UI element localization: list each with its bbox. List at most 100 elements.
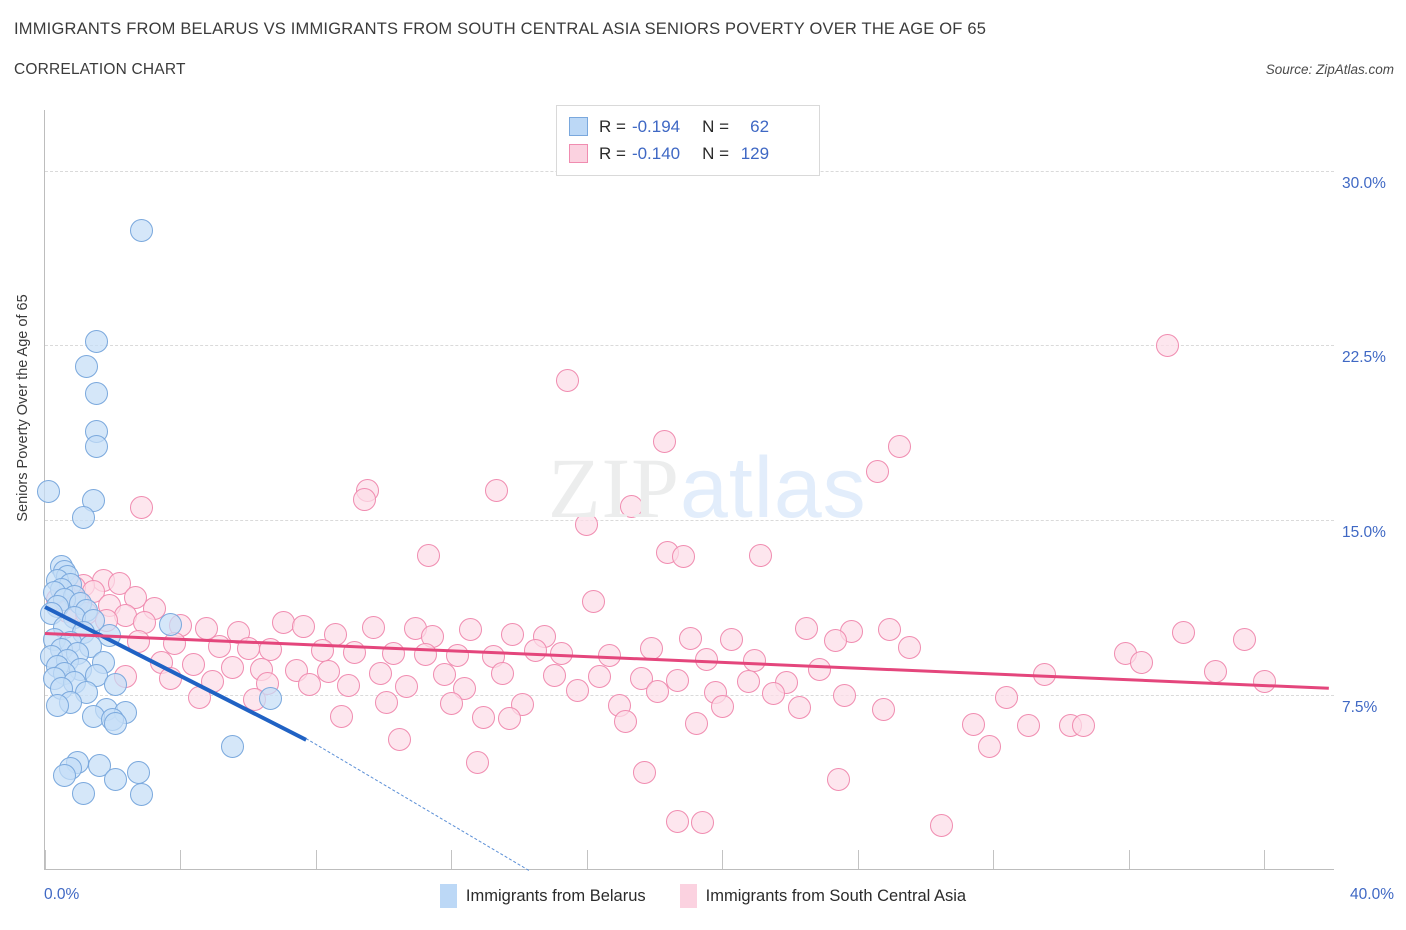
scatter-point[interactable] <box>88 753 112 777</box>
scatter-point[interactable] <box>762 682 786 706</box>
scatter-point[interactable] <box>878 618 902 642</box>
scatter-point[interactable] <box>736 669 760 693</box>
scatter-point[interactable] <box>710 695 734 719</box>
scatter-point[interactable] <box>446 644 470 668</box>
scatter-point[interactable] <box>459 618 483 642</box>
scatter-point[interactable] <box>491 661 515 685</box>
scatter-point[interactable] <box>743 648 766 672</box>
scatter-point[interactable] <box>317 660 341 684</box>
scatter-point[interactable] <box>46 694 70 718</box>
scatter-point[interactable] <box>788 696 812 720</box>
scatter-point[interactable] <box>1033 662 1057 686</box>
scatter-point[interactable] <box>394 675 418 699</box>
legend-item-belarus[interactable]: Immigrants from Belarus <box>439 884 646 908</box>
scatter-point[interactable] <box>994 685 1018 709</box>
scatter-point[interactable] <box>485 478 508 502</box>
scatter-point[interactable] <box>555 368 579 392</box>
scatter-point[interactable] <box>678 626 702 650</box>
scatter-point[interactable] <box>794 617 818 641</box>
scatter-point[interactable] <box>85 330 109 354</box>
scatter-point[interactable] <box>75 354 99 378</box>
scatter-point[interactable] <box>181 653 205 677</box>
scatter-point[interactable] <box>694 647 718 671</box>
scatter-point[interactable] <box>1204 660 1228 684</box>
scatter-point[interactable] <box>865 459 889 483</box>
scatter-point[interactable] <box>72 781 96 805</box>
scatter-point[interactable] <box>194 617 218 641</box>
scatter-point[interactable] <box>1130 651 1153 674</box>
scatter-point[interactable] <box>439 691 463 715</box>
scatter-point[interactable] <box>620 494 644 518</box>
scatter-point[interactable] <box>130 782 154 806</box>
scatter-point[interactable] <box>388 727 412 751</box>
scatter-point[interactable] <box>220 655 244 679</box>
scatter-point[interactable] <box>1233 627 1257 651</box>
scatter-point[interactable] <box>930 814 954 838</box>
scatter-point[interactable] <box>381 641 405 665</box>
scatter-point[interactable] <box>352 487 376 511</box>
scatter-point[interactable] <box>684 711 708 735</box>
scatter-point[interactable] <box>543 663 567 687</box>
scatter-point[interactable] <box>159 667 183 691</box>
scatter-point[interactable] <box>375 690 399 714</box>
scatter-point[interactable] <box>665 668 689 692</box>
scatter-point[interactable] <box>1252 669 1276 693</box>
scatter-point[interactable] <box>575 513 599 537</box>
scatter-point[interactable] <box>417 543 441 567</box>
scatter-point[interactable] <box>978 734 1002 758</box>
scatter-point[interactable] <box>1171 620 1195 644</box>
scatter-point[interactable] <box>336 674 360 698</box>
scatter-point[interactable] <box>220 734 244 758</box>
scatter-point[interactable] <box>130 218 154 242</box>
scatter-point[interactable] <box>85 381 109 405</box>
scatter-point[interactable] <box>565 678 589 702</box>
scatter-point[interactable] <box>52 764 76 788</box>
scatter-point[interactable] <box>104 711 128 735</box>
scatter-point[interactable] <box>368 661 392 685</box>
scatter-point[interactable] <box>897 635 921 659</box>
scatter-point[interactable] <box>665 809 689 833</box>
scatter-point[interactable] <box>188 685 212 709</box>
scatter-point[interactable] <box>259 638 283 662</box>
scatter-point[interactable] <box>1071 713 1095 737</box>
scatter-point[interactable] <box>501 623 525 647</box>
scatter-point[interactable] <box>123 585 147 609</box>
scatter-point[interactable] <box>826 767 850 791</box>
scatter-point[interactable] <box>1155 333 1179 357</box>
scatter-point[interactable] <box>343 640 367 664</box>
scatter-point[interactable] <box>414 642 438 666</box>
scatter-point[interactable] <box>330 704 354 728</box>
scatter-point[interactable] <box>201 669 225 693</box>
scatter-point[interactable] <box>472 705 496 729</box>
scatter-point[interactable] <box>823 628 847 652</box>
scatter-point[interactable] <box>362 616 386 640</box>
scatter-point[interactable] <box>497 706 521 730</box>
scatter-point[interactable] <box>107 571 131 595</box>
scatter-point[interactable] <box>597 644 621 668</box>
scatter-point[interactable] <box>291 614 315 638</box>
scatter-point[interactable] <box>633 760 657 784</box>
scatter-point[interactable] <box>872 697 895 721</box>
scatter-point[interactable] <box>85 435 109 459</box>
scatter-point[interactable] <box>433 662 457 686</box>
scatter-point[interactable] <box>159 612 183 636</box>
scatter-point[interactable] <box>807 658 831 681</box>
scatter-point[interactable] <box>465 751 489 775</box>
scatter-point[interactable] <box>72 506 96 530</box>
scatter-point[interactable] <box>523 639 547 663</box>
scatter-point[interactable] <box>962 712 986 736</box>
scatter-point[interactable] <box>614 710 637 734</box>
scatter-point[interactable] <box>130 495 154 519</box>
scatter-point[interactable] <box>236 637 260 661</box>
scatter-point[interactable] <box>104 767 128 791</box>
scatter-point[interactable] <box>646 680 670 704</box>
scatter-point[interactable] <box>749 543 773 567</box>
scatter-point[interactable] <box>98 624 121 648</box>
scatter-point[interactable] <box>639 637 663 661</box>
scatter-point[interactable] <box>207 634 231 658</box>
scatter-point[interactable] <box>127 760 151 784</box>
scatter-point[interactable] <box>127 630 151 654</box>
scatter-point[interactable] <box>581 590 605 614</box>
scatter-point[interactable] <box>104 673 128 697</box>
scatter-point[interactable] <box>652 429 676 453</box>
